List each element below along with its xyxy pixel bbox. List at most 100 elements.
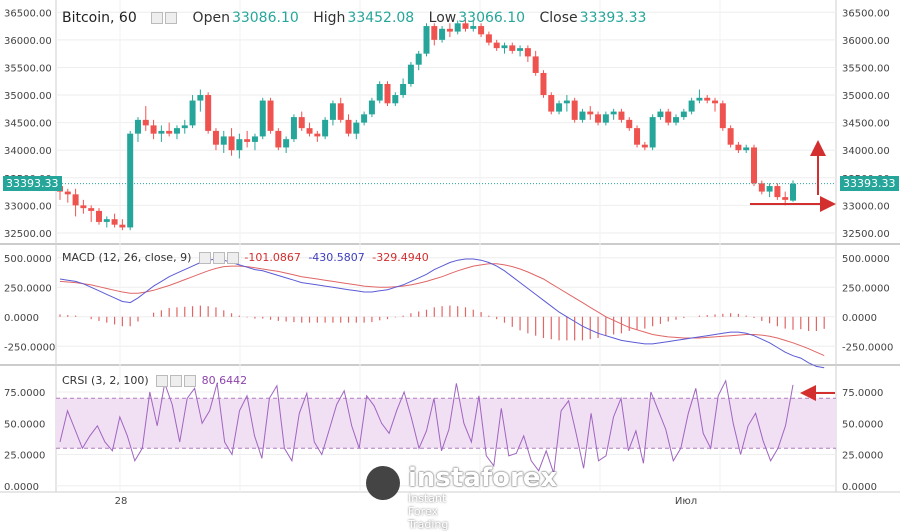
candle-body xyxy=(64,191,71,195)
crsi-visibility-icon[interactable] xyxy=(156,375,169,387)
candle-body xyxy=(329,103,336,120)
candle-body xyxy=(150,125,157,134)
candle-body xyxy=(626,119,633,129)
crsi-pane xyxy=(56,379,836,474)
candle-body xyxy=(368,100,375,115)
candle-body xyxy=(103,219,110,222)
y-tick-right-price: 36500.00 xyxy=(842,8,890,19)
x-tick-label: 28 xyxy=(115,496,128,507)
candle-body xyxy=(782,197,789,200)
candle-body xyxy=(283,139,290,148)
y-tick-right-crsi: 50.0000 xyxy=(842,419,883,430)
candle-body xyxy=(142,119,149,126)
candle-body xyxy=(595,114,602,123)
instaforex-logo xyxy=(366,466,400,500)
visibility-icon[interactable] xyxy=(165,12,178,24)
crsi-band xyxy=(56,398,836,449)
candle-body xyxy=(80,205,87,209)
candle-body xyxy=(236,139,243,151)
y-tick-left-price: 36500.00 xyxy=(4,8,52,19)
settings-icon[interactable] xyxy=(151,12,164,24)
candle-body xyxy=(423,26,430,54)
candle-body xyxy=(127,133,134,228)
low-value: 33066.10 xyxy=(458,10,526,26)
y-tick-right-price: 32500.00 xyxy=(842,229,890,240)
candle-body xyxy=(119,224,126,228)
y-tick-right-macd: 0.0000 xyxy=(842,313,877,324)
macd-line xyxy=(59,258,825,369)
y-tick-right-crsi: 25.0000 xyxy=(842,451,883,462)
candle-body xyxy=(454,23,461,32)
y-tick-left-crsi: 25.0000 xyxy=(4,451,45,462)
macd-pane xyxy=(59,258,825,369)
candle-body xyxy=(556,103,563,112)
candle-body xyxy=(173,128,180,134)
candle-body xyxy=(361,114,368,123)
y-tick-right-macd: -250.0000 xyxy=(842,342,893,353)
high-value: 33452.08 xyxy=(347,10,415,26)
candle-body xyxy=(634,128,641,145)
candle-body xyxy=(431,26,438,40)
main-legend: Bitcoin, 60 Open 33086.10 High 33452.08 Lo… xyxy=(62,10,656,26)
crsi-line xyxy=(59,379,794,474)
candle-body xyxy=(478,26,485,35)
candle-body xyxy=(680,111,687,118)
candle-body xyxy=(532,56,539,73)
candle-body xyxy=(517,48,524,51)
candle-body xyxy=(727,128,734,145)
y-tick-right-crsi: 0.0000 xyxy=(842,482,877,493)
candle-body xyxy=(618,111,625,120)
candle-body xyxy=(306,128,313,134)
y-tick-left-crsi: 75.0000 xyxy=(4,388,45,399)
y-tick-left-macd: -250.0000 xyxy=(4,342,55,353)
macd-settings-icon[interactable] xyxy=(212,252,225,264)
candle-body xyxy=(501,45,508,49)
symbol-label: Bitcoin, 60 xyxy=(62,10,137,26)
candle-body xyxy=(470,26,477,29)
candle-body xyxy=(158,130,165,134)
candle-body xyxy=(314,133,321,137)
candle-body xyxy=(540,72,547,96)
low-label: Low xyxy=(428,10,457,26)
candle-body xyxy=(267,100,274,131)
y-tick-left-price: 34500.00 xyxy=(4,119,52,130)
candle-body xyxy=(462,23,469,29)
candle-body xyxy=(275,130,282,148)
candle-body xyxy=(407,64,414,84)
candle-body xyxy=(649,117,656,148)
y-tick-left-macd: 500.0000 xyxy=(4,254,52,265)
candle-body xyxy=(72,194,79,206)
price-pane xyxy=(56,17,836,231)
candle-body xyxy=(696,97,703,101)
macd-close-icon[interactable] xyxy=(226,252,239,264)
candle-body xyxy=(220,136,227,145)
candle-body xyxy=(345,119,352,134)
candle-body xyxy=(641,144,648,148)
candle-body xyxy=(298,117,305,129)
candle-body xyxy=(205,95,212,131)
candle-body xyxy=(134,119,141,134)
watermark-tagline: Instant Forex Trading xyxy=(408,492,449,531)
candle-body xyxy=(384,84,391,104)
high-label: High xyxy=(313,10,346,26)
crsi-settings-icon[interactable] xyxy=(170,375,183,387)
crsi-close-icon[interactable] xyxy=(184,375,197,387)
candle-body xyxy=(446,28,453,32)
macd-visibility-icon[interactable] xyxy=(198,252,211,264)
y-tick-right-price: 36000.00 xyxy=(842,36,890,47)
y-tick-left-crsi: 0.0000 xyxy=(4,482,39,493)
y-tick-left-macd: 250.0000 xyxy=(4,283,52,294)
candle-body xyxy=(548,95,555,112)
y-tick-left-price: 34000.00 xyxy=(4,146,52,157)
candle-body xyxy=(704,97,711,101)
annotations xyxy=(750,140,836,401)
y-tick-left-macd: 0.0000 xyxy=(4,313,39,324)
candle-body xyxy=(212,130,219,145)
candle-body xyxy=(322,119,329,137)
candle-body xyxy=(111,219,118,225)
candle-body xyxy=(712,100,719,104)
y-tick-right-macd: 500.0000 xyxy=(842,254,890,265)
candle-body xyxy=(766,186,773,192)
candle-body xyxy=(376,84,383,101)
candle-body xyxy=(485,34,492,43)
